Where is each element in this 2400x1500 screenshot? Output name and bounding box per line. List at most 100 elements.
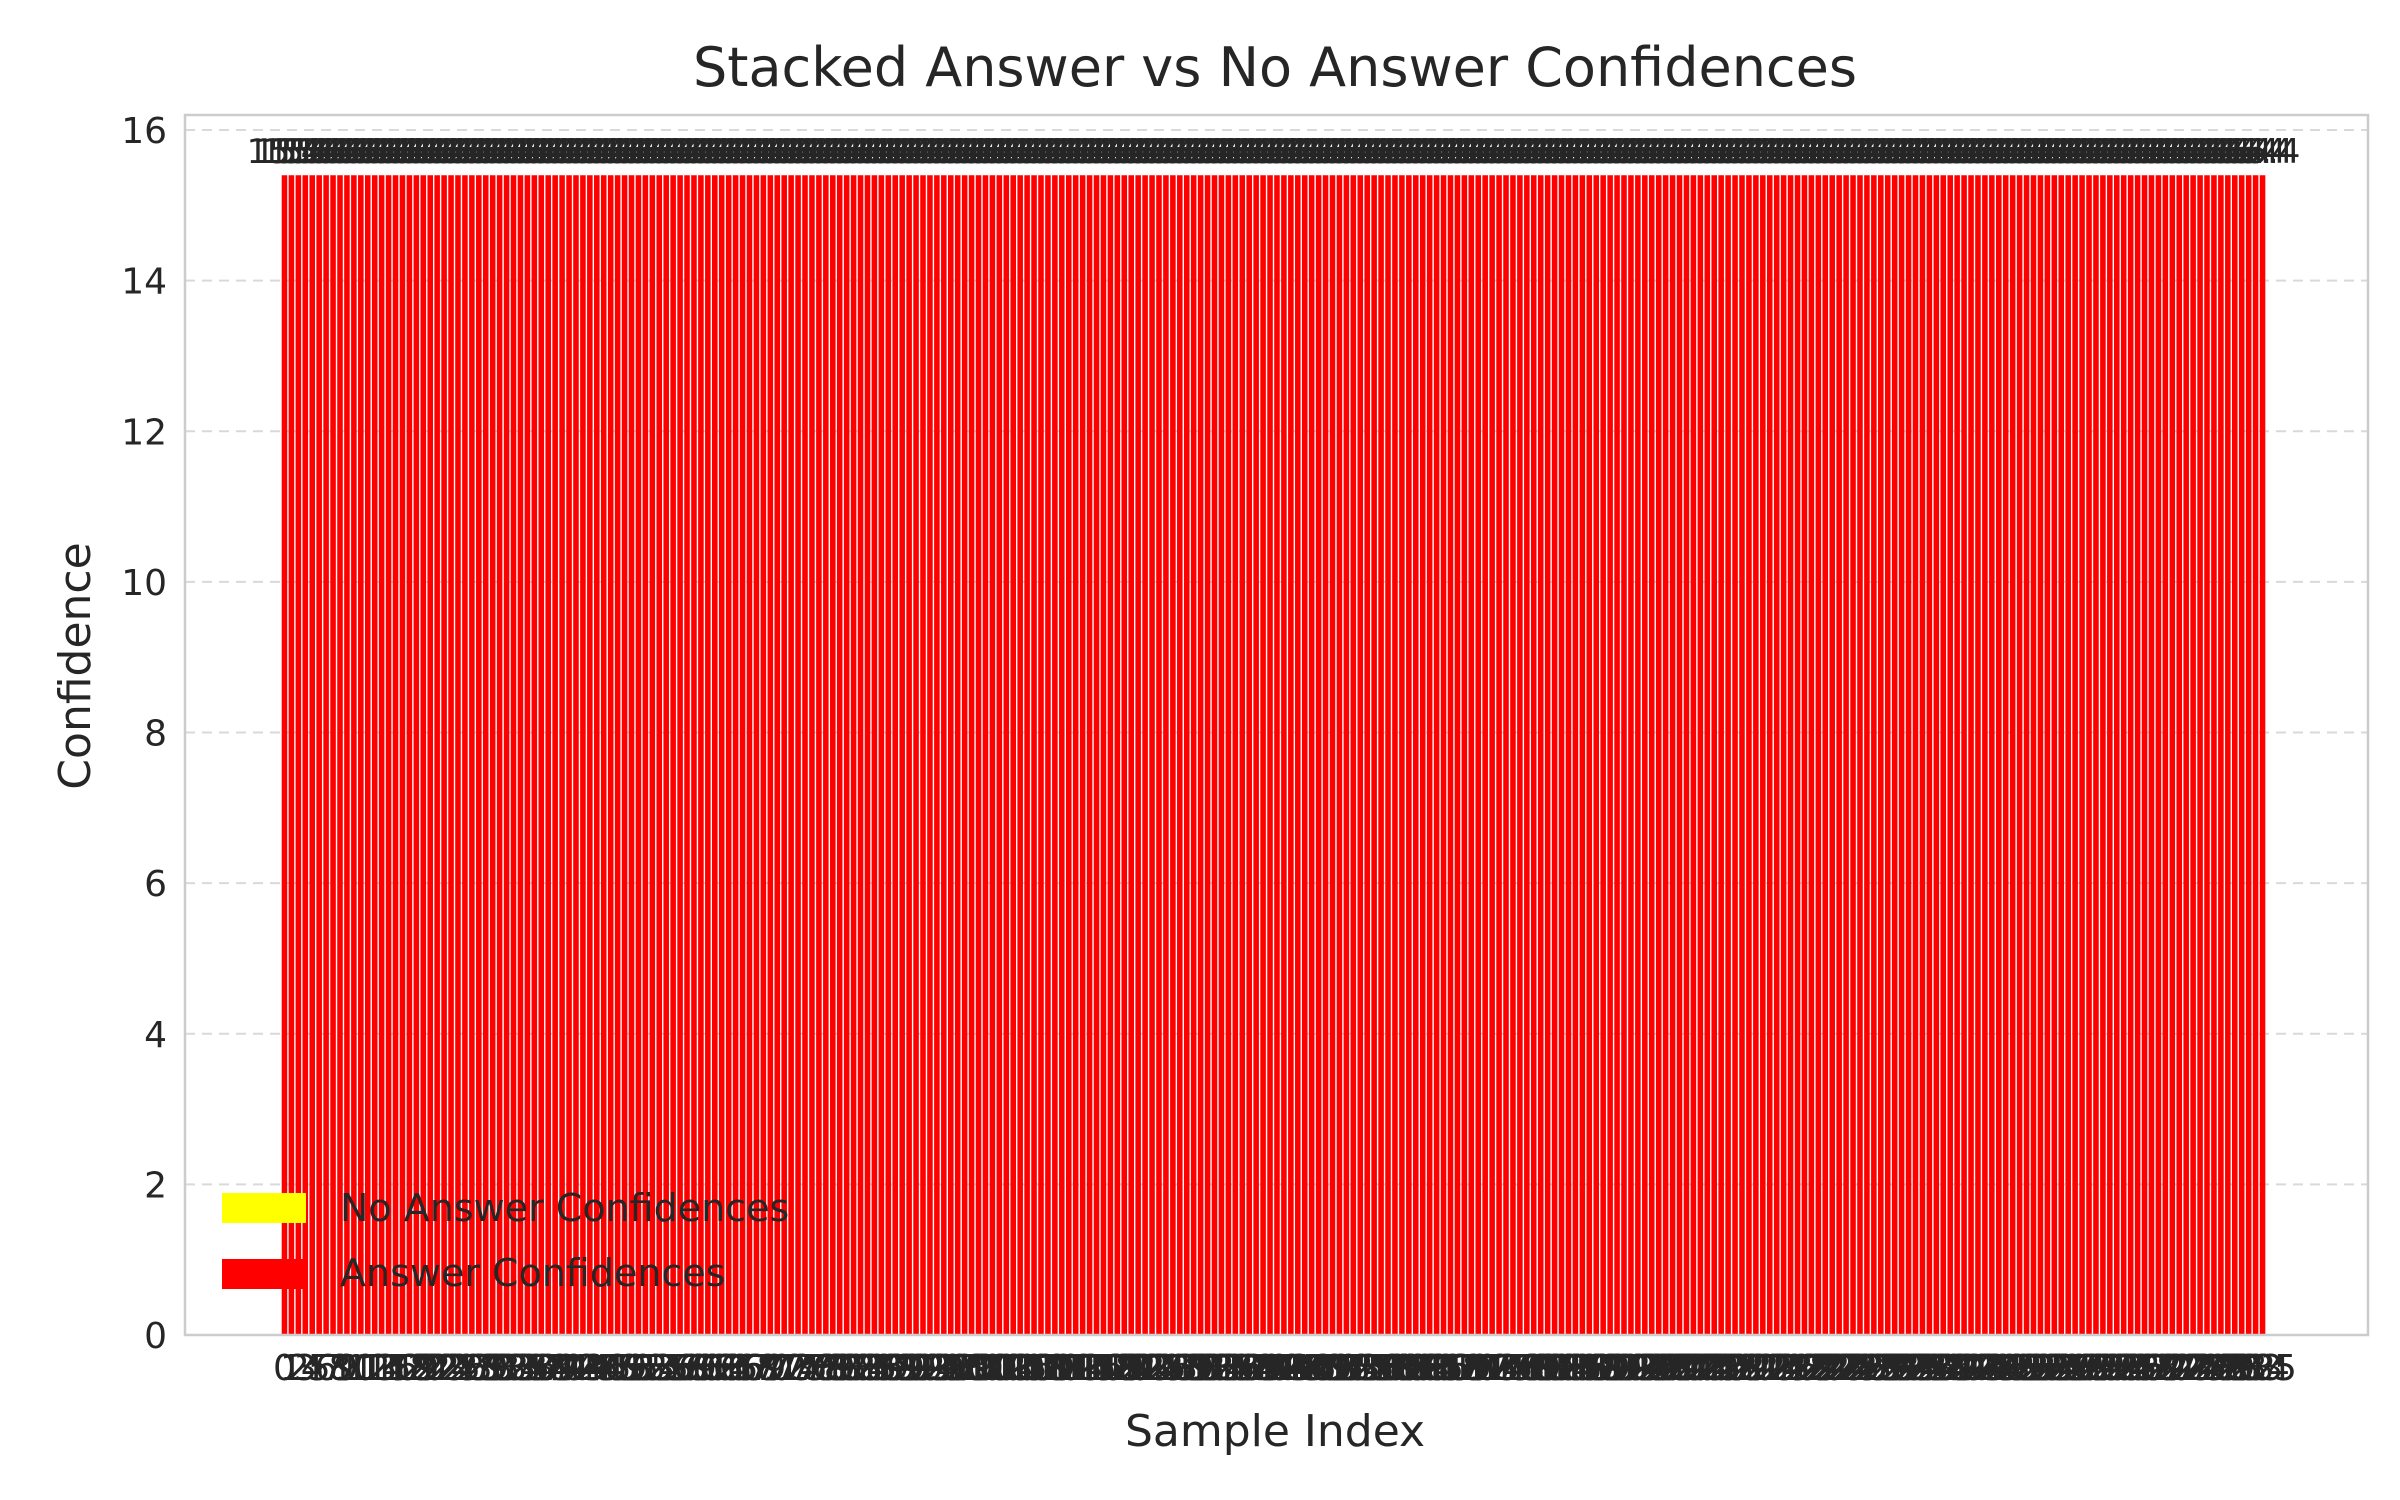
x-tick-label: 13 — [352, 1348, 398, 1389]
bar-answer — [725, 175, 732, 1335]
bar-value-label: 15.4 — [1281, 132, 1357, 172]
bar-answer — [1551, 175, 1558, 1335]
bar-answer — [448, 175, 454, 1335]
x-tick-label: 23 — [421, 1348, 467, 1389]
bar-value-label: 15.4 — [1350, 132, 1426, 172]
bar-answer — [455, 175, 461, 1335]
bar-value-label: 15.4 — [1329, 132, 1405, 172]
bar-value-label: 15.4 — [490, 132, 566, 172]
x-tick-label: 273 — [2145, 1348, 2214, 1389]
x-tick-label: 94 — [914, 1348, 960, 1389]
legend-swatch-answer — [222, 1259, 306, 1289]
x-tick-label: 269 — [2117, 1348, 2186, 1389]
bar-answer — [1204, 175, 1211, 1335]
bar-answer — [1544, 175, 1551, 1335]
bar-value-label: 15.4 — [892, 132, 968, 172]
x-tick-label: 231 — [1853, 1348, 1922, 1389]
x-tick-label: 122 — [1097, 1348, 1166, 1389]
bar-value-label: 15.4 — [1649, 132, 1725, 172]
x-tick-label: 282 — [2207, 1348, 2276, 1389]
bar-answer — [2100, 175, 2106, 1335]
bar-answer — [1447, 175, 1454, 1335]
x-tick-label: 154 — [1319, 1348, 1388, 1389]
bar-value-label: 15.4 — [1801, 132, 1877, 172]
bar-answer — [420, 175, 427, 1335]
bar-value-label: 15.4 — [1725, 132, 1801, 172]
bar-value-label: 15.4 — [378, 132, 454, 172]
bar-answer — [1371, 175, 1377, 1335]
x-tick-label: 69 — [740, 1348, 786, 1389]
x-tick-label: 270 — [2124, 1348, 2193, 1389]
x-tick-label: 246 — [1957, 1348, 2026, 1389]
x-tick-label: 39 — [532, 1348, 578, 1389]
bar-value-label: 15.4 — [1767, 132, 1843, 172]
bar-answer — [1038, 175, 1044, 1335]
bar-answer — [2037, 175, 2044, 1335]
x-tick-label: 1 — [280, 1348, 303, 1389]
bar-answer — [1801, 175, 1808, 1335]
x-tick-label: 257 — [2034, 1348, 2103, 1389]
bar-value-label: 15.4 — [1246, 132, 1322, 172]
bar-value-label: 15.4 — [1850, 132, 1926, 172]
bar-answer — [1871, 175, 1877, 1335]
bar-answer — [1121, 175, 1128, 1335]
bar-value-label: 15.4 — [1878, 132, 1954, 172]
bar-answer — [975, 175, 982, 1335]
bar-answer — [1072, 175, 1079, 1335]
bar-value-label: 15.4 — [968, 132, 1044, 172]
bar-value-label: 15.4 — [267, 132, 343, 172]
bar-value-label: 15.4 — [1905, 132, 1981, 172]
bar-value-label: 15.4 — [684, 132, 760, 172]
x-tick-label: 245 — [1951, 1348, 2020, 1389]
bar-value-label: 15.4 — [254, 132, 330, 172]
x-tick-label: 189 — [1562, 1348, 1631, 1389]
bar-value-label: 15.4 — [531, 132, 607, 172]
x-tick-label: 16 — [373, 1348, 419, 1389]
x-tick-label: 209 — [1701, 1348, 1770, 1389]
bar-value-label: 15.4 — [1885, 132, 1961, 172]
x-tick-label: 198 — [1624, 1348, 1693, 1389]
x-tick-label: 106 — [986, 1348, 1055, 1389]
bar-value-label: 15.4 — [1579, 132, 1655, 172]
bar-answer — [559, 175, 565, 1335]
bar-value-label: 15.4 — [1780, 132, 1856, 172]
bar-answer — [1413, 175, 1419, 1335]
bar-answer — [947, 175, 954, 1335]
x-tick-label: 46 — [581, 1348, 627, 1389]
bar-answer — [2259, 175, 2266, 1335]
x-tick-label: 9 — [335, 1348, 358, 1389]
bar-answer — [1225, 175, 1232, 1335]
bar-value-label: 15.4 — [1066, 132, 1142, 172]
bar-answer — [427, 175, 433, 1335]
x-tick-label: 226 — [1819, 1348, 1888, 1389]
bar-answer — [712, 175, 718, 1335]
bar-value-label: 15.4 — [1718, 132, 1794, 172]
x-tick-label: 74 — [775, 1348, 821, 1389]
bar-value-label: 15.4 — [642, 132, 718, 172]
x-tick-label: 200 — [1638, 1348, 1707, 1389]
bar-value-label: 15.4 — [344, 132, 420, 172]
x-tick-label: 145 — [1256, 1348, 1325, 1389]
bar-value-label: 15.4 — [1774, 132, 1850, 172]
bar-value-label: 15.4 — [358, 132, 434, 172]
x-tick-label: 142 — [1236, 1348, 1305, 1389]
bar-value-label: 15.4 — [2148, 132, 2224, 172]
x-tick-label: 208 — [1694, 1348, 1763, 1389]
x-tick-label: 59 — [671, 1348, 717, 1389]
bar-value-label: 15.4 — [295, 132, 371, 172]
x-tick-label: 90 — [886, 1348, 932, 1389]
x-tick-label: 78 — [803, 1348, 849, 1389]
x-tick-label: 0 — [273, 1348, 296, 1389]
bar-value-label: 15.4 — [864, 132, 940, 172]
bar-answer — [573, 175, 579, 1335]
bar-value-label: 15.4 — [1309, 132, 1385, 172]
bar-value-label: 15.4 — [323, 132, 399, 172]
x-tick-label: 207 — [1687, 1348, 1756, 1389]
bar-value-label: 15.4 — [663, 132, 739, 172]
bar-answer — [1628, 175, 1634, 1335]
bar-answer — [1607, 175, 1613, 1335]
x-tick-label: 213 — [1728, 1348, 1797, 1389]
bar-answer — [1822, 175, 1829, 1335]
bar-value-label: 15.4 — [1128, 132, 1204, 172]
bar-answer — [2072, 175, 2078, 1335]
